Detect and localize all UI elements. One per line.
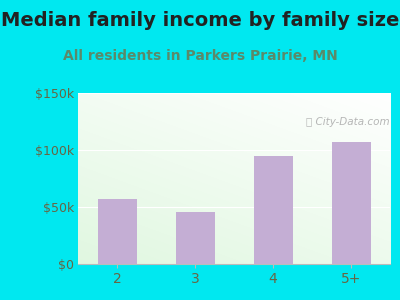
Bar: [332, 142, 370, 264]
Text: Median family income by family size: Median family income by family size: [1, 11, 399, 29]
Bar: [176, 212, 214, 264]
Bar: [98, 199, 136, 264]
Bar: [254, 156, 292, 264]
Text: All residents in Parkers Prairie, MN: All residents in Parkers Prairie, MN: [63, 50, 337, 64]
Text: ⓘ City-Data.com: ⓘ City-Data.com: [306, 117, 389, 127]
